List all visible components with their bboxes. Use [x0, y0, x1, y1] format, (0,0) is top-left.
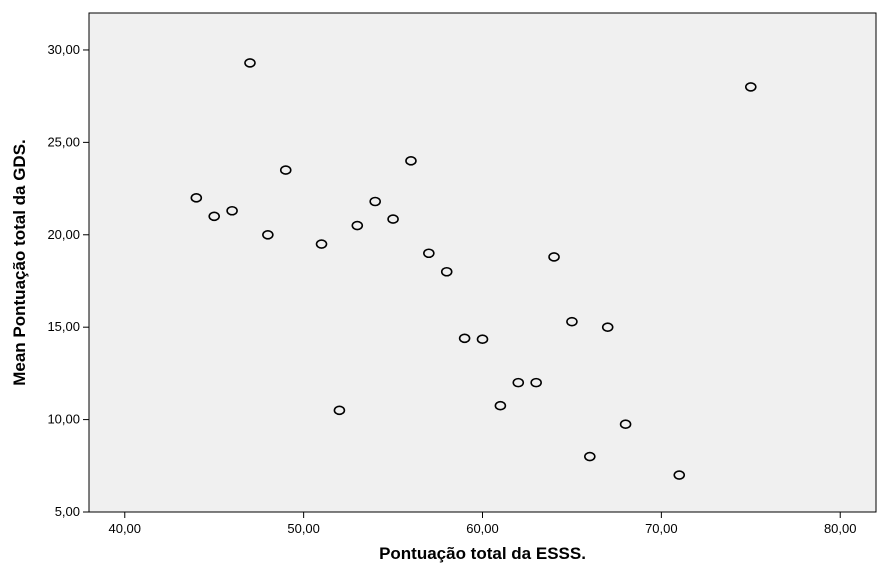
data-point [673, 470, 686, 480]
data-point [226, 205, 238, 216]
data-point [244, 58, 256, 68]
data-point [458, 333, 471, 344]
data-point [548, 252, 560, 262]
data-point [405, 156, 417, 166]
data-point [601, 322, 614, 332]
data-point [584, 451, 596, 462]
data-point [423, 248, 435, 259]
y-tick-label: 10,00 [47, 412, 80, 427]
data-points [190, 58, 757, 480]
x-tick-label: 80,00 [824, 521, 857, 536]
data-point [262, 229, 274, 240]
data-point [190, 193, 203, 203]
data-point [476, 334, 489, 344]
y-axis-title: Mean Pontuação total da GDS. [10, 139, 29, 386]
data-point [369, 196, 381, 207]
data-point [530, 377, 542, 388]
data-point [279, 165, 292, 175]
data-point [494, 400, 507, 411]
data-point [351, 220, 364, 231]
data-point [208, 211, 221, 222]
y-axis: 5,00 10,00 15,00 20,00 25,00 30,00 [47, 42, 89, 519]
y-tick-label: 15,00 [47, 319, 80, 334]
data-point [333, 405, 346, 416]
y-tick-label: 5,00 [55, 504, 80, 519]
plot-area [88, 12, 877, 513]
y-tick-label: 30,00 [47, 42, 80, 57]
data-point [512, 377, 525, 388]
x-tick-label: 40,00 [108, 521, 141, 536]
data-point [315, 239, 328, 249]
x-axis-title: Pontuação total da ESSS. [379, 544, 586, 563]
y-tick-label: 20,00 [47, 227, 80, 242]
x-axis: 40,00 50,00 60,00 70,00 80,00 [108, 512, 857, 536]
x-tick-label: 70,00 [645, 521, 678, 536]
data-point [440, 266, 453, 277]
data-point [566, 316, 578, 327]
data-point [744, 82, 757, 92]
data-point [387, 214, 399, 224]
x-tick-label: 50,00 [287, 521, 320, 536]
y-tick-label: 25,00 [47, 134, 80, 149]
x-tick-label: 60,00 [466, 521, 499, 536]
data-point [619, 419, 632, 430]
